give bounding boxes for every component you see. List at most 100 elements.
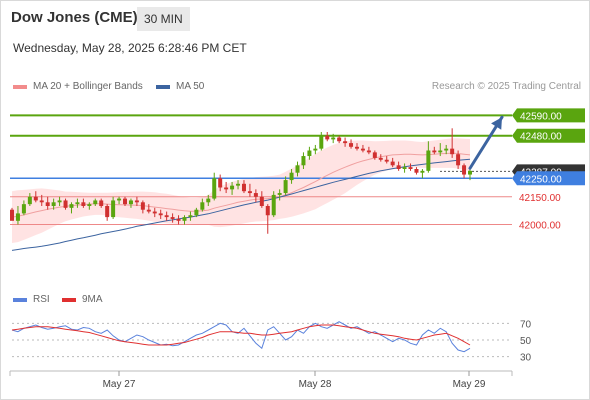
rsi-tick-label: 50 <box>520 336 532 347</box>
candle-body <box>325 135 330 140</box>
price-label: 42590.00 <box>520 111 562 122</box>
legend-rsi: RSI <box>13 294 50 305</box>
price-label: 42480.00 <box>520 132 562 143</box>
candle-body <box>117 198 122 201</box>
candle-body <box>289 172 294 181</box>
candle-body <box>105 206 110 218</box>
time-tick-label: May 27 <box>103 379 136 390</box>
candle-body <box>152 211 157 214</box>
candle-body <box>354 146 359 149</box>
candle-body <box>230 185 235 190</box>
9ma-label: 9MA <box>82 294 103 305</box>
price-label: 42250.00 <box>520 174 562 185</box>
candle-body <box>51 202 56 206</box>
rsi-line <box>11 321 471 353</box>
interval-badge[interactable]: 30 MIN <box>137 7 190 31</box>
price-label: 42000.00 <box>519 221 561 232</box>
credit-text: Research © 2025 Trading Central <box>431 81 581 92</box>
candle-body <box>45 202 50 206</box>
candle-body <box>224 187 229 190</box>
9ma-swatch <box>62 297 76 302</box>
candle-body <box>87 204 92 206</box>
candle-body <box>366 150 371 153</box>
candle-body <box>63 200 68 208</box>
candle-body <box>313 148 318 151</box>
candle-body <box>414 169 419 173</box>
rsi-9ma-line <box>11 324 471 346</box>
candle-body <box>450 148 455 155</box>
ma50-line <box>11 158 471 251</box>
datetime-stamp: Wednesday, May 28, 2025 6:28:46 PM CET <box>13 41 247 55</box>
ma50-label: MA 50 <box>176 81 205 92</box>
candle-body <box>218 178 223 188</box>
candle-body <box>426 150 431 171</box>
candle-body <box>128 200 133 205</box>
bollinger-band-fill <box>12 138 470 243</box>
candle-body <box>69 204 74 208</box>
candle-body <box>170 217 175 219</box>
candle-body <box>390 161 395 166</box>
candle-body <box>236 183 241 186</box>
candle-body <box>81 202 86 206</box>
candle-body <box>438 150 443 153</box>
candle-body <box>295 165 300 173</box>
price-tags: 42590.0042480.0042287.0042250.0042150.00… <box>512 108 585 232</box>
candle-body <box>402 167 407 169</box>
level-lines <box>10 114 512 225</box>
candle-body <box>146 209 151 212</box>
candle-body <box>432 150 437 153</box>
candle-body <box>164 215 169 218</box>
price-tag-bg <box>512 128 585 143</box>
candle-body <box>99 200 104 206</box>
candle-body <box>15 213 20 221</box>
time-tick-label: May 28 <box>299 379 332 390</box>
candle-body <box>140 202 145 210</box>
candle-body <box>319 135 324 149</box>
candle-body <box>283 180 288 194</box>
bollinger-band <box>12 138 470 243</box>
time-axis: May 27 May 28 May 29 <box>9 370 513 390</box>
candle-body <box>93 200 98 205</box>
rsi-tick-label: 70 <box>520 319 532 330</box>
candle-body <box>27 196 32 205</box>
candle-body <box>188 215 193 218</box>
candle-body <box>206 198 211 203</box>
candle-body <box>200 202 205 210</box>
candle-body <box>123 198 128 205</box>
candle-body <box>33 196 38 201</box>
ma20-swatch <box>13 84 27 89</box>
legend-9ma: 9MA <box>62 294 103 305</box>
candle-body <box>75 202 80 205</box>
candle-body <box>349 143 354 147</box>
candle-body <box>158 213 163 216</box>
candles <box>10 128 472 234</box>
candle-body <box>10 209 14 221</box>
candle-body <box>182 217 187 221</box>
instrument-title: Dow Jones (CME) <box>11 9 138 26</box>
candle-body <box>253 193 258 197</box>
candle-body <box>396 165 401 169</box>
candle-body <box>247 191 252 194</box>
rsi-swatch <box>13 297 27 302</box>
candle-body <box>277 193 282 195</box>
candle-body <box>259 196 264 206</box>
rsi-panel: 70 50 30 <box>11 319 532 364</box>
time-tick-label: May 29 <box>453 379 486 390</box>
candle-body <box>343 141 348 144</box>
candle-body <box>331 137 336 140</box>
projection-arrow <box>468 115 504 170</box>
ma20-label: MA 20 + Bollinger Bands <box>33 81 143 92</box>
rsi-label: RSI <box>33 294 50 305</box>
price-label: 42150.00 <box>519 193 561 204</box>
candle-body <box>444 148 449 151</box>
candle-body <box>39 200 44 203</box>
candle-body <box>372 152 377 158</box>
candle-body <box>408 167 413 169</box>
arrow-head <box>491 117 502 130</box>
candle-body <box>176 218 181 221</box>
price-tag-bg <box>512 171 585 186</box>
legend-ma20: MA 20 + Bollinger Bands <box>13 81 143 92</box>
candle-body <box>212 178 217 199</box>
candle-body <box>462 165 467 175</box>
